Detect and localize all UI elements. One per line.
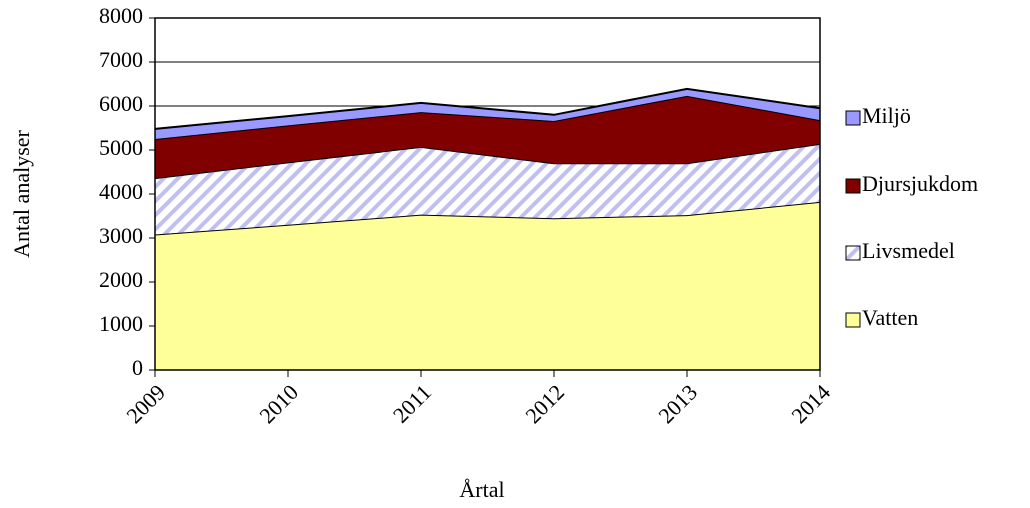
legend-swatch bbox=[845, 312, 861, 328]
area-edge bbox=[154, 87, 821, 130]
legend-swatch bbox=[845, 245, 861, 261]
area bbox=[155, 88, 820, 139]
y-tick-label: 3000 bbox=[99, 223, 143, 248]
y-tick-label: 8000 bbox=[99, 3, 143, 28]
legend-label: Miljö bbox=[862, 103, 911, 128]
legend-label: Djursjukdom bbox=[862, 171, 978, 196]
plot-frame bbox=[154, 17, 821, 371]
y-tick-label: 2000 bbox=[99, 267, 143, 292]
legend-label: Vatten bbox=[862, 305, 918, 330]
x-tick-label: 2013 bbox=[653, 379, 702, 428]
x-tick-label: 2009 bbox=[121, 379, 170, 428]
y-tick-label: 6000 bbox=[99, 91, 143, 116]
y-tick-label: 7000 bbox=[99, 47, 143, 72]
x-tick-label: 2010 bbox=[254, 379, 303, 428]
area bbox=[155, 143, 820, 235]
y-tick-label: 4000 bbox=[99, 179, 143, 204]
area bbox=[155, 201, 820, 370]
x-tick-label: 2012 bbox=[520, 379, 569, 428]
y-tick-label: 1000 bbox=[99, 311, 143, 336]
x-axis-title: Årtal bbox=[459, 477, 504, 502]
area bbox=[155, 95, 820, 179]
x-tick-label: 2011 bbox=[388, 379, 436, 427]
y-axis-title: Antal analyser bbox=[9, 129, 34, 257]
y-tick-label: 0 bbox=[132, 355, 143, 380]
legend-swatch bbox=[845, 110, 861, 126]
legend-label: Livsmedel bbox=[862, 238, 955, 263]
legend-swatch bbox=[845, 178, 861, 194]
x-tick-label: 2014 bbox=[786, 379, 835, 428]
y-tick-label: 5000 bbox=[99, 135, 143, 160]
